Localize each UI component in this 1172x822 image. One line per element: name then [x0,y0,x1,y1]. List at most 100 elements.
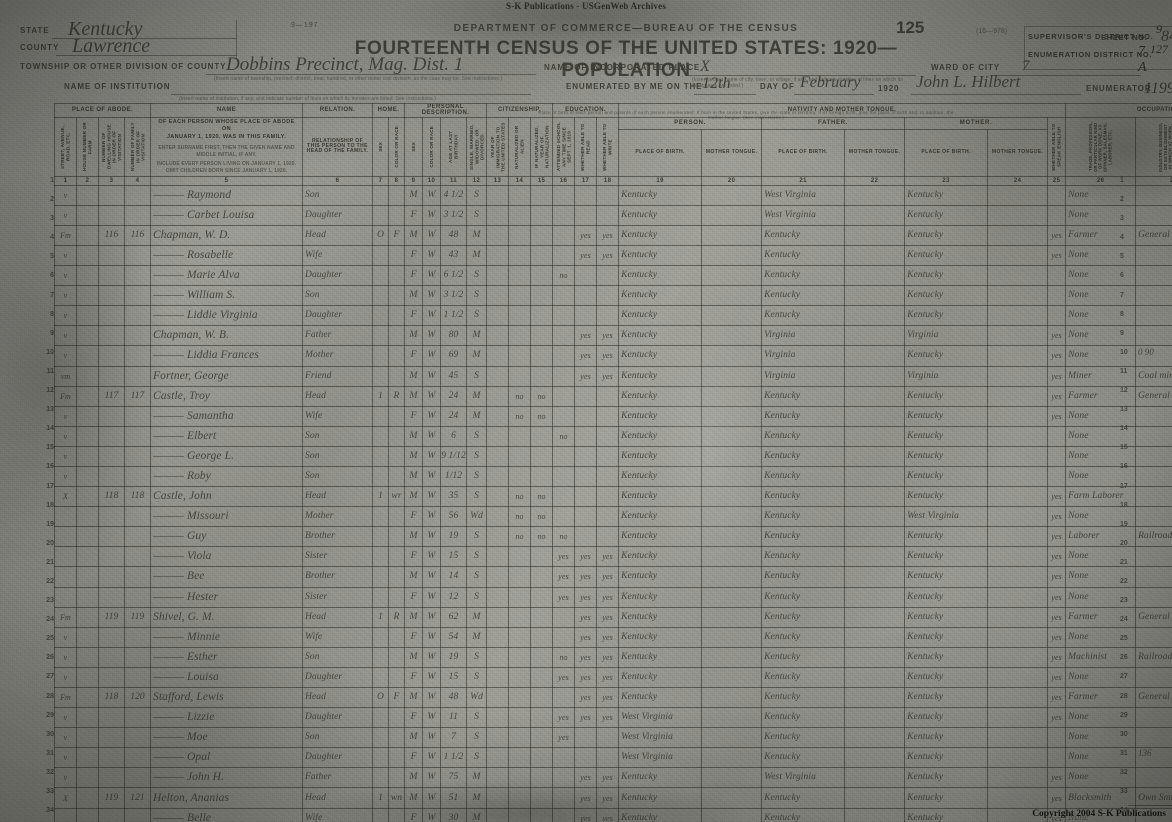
cell-imm [486,465,510,488]
cell-occ: None [1065,666,1137,689]
cell-imm [486,787,510,809]
cell-tenure [387,626,406,648]
cell-nat [508,265,532,287]
cell-ms: M [466,626,488,648]
cell-nat: no [508,526,532,548]
township-value: Dobbins Precinct, Mag. Dist. 1 [226,54,464,75]
cell-rel: Wife [302,626,373,648]
cell-age: 9 1/12 [440,445,468,467]
cell-age: 3 1/2 [440,285,468,307]
cell-rel: Head [302,606,373,628]
cell-write: yes [596,807,620,822]
cell-mark: v [54,325,77,347]
cell-blank [76,465,99,488]
cell-tenure [387,465,406,488]
cell-blank [76,305,99,327]
cell-own [372,747,389,769]
cell-eng [1047,445,1067,467]
cell-ms: M [466,244,488,267]
cell-ms: M [466,325,488,347]
cell-own [372,325,389,347]
cell-rel: Daughter [302,265,373,287]
cell-tenure [387,747,406,769]
column-number-8: 8 [387,175,406,186]
nativity-instruction-note: Place of birth of each person and parent… [538,110,954,120]
cell-ms: M [466,807,488,822]
cell-own [372,646,389,668]
col-color-race: Color or race [422,116,442,177]
cell-own: 1 [372,486,389,508]
ward-of-city-value: 7 [1022,58,1030,74]
cell-ms: S [466,666,488,689]
cell-mark: X [54,486,77,508]
incorporated-place-value: X [700,58,710,75]
cell-dwell [98,506,125,528]
cell-age: 43 [440,244,468,267]
cell-ind [1135,506,1172,528]
col-industry: Industry, business, or establishment in … [1135,116,1172,177]
cell-name: ——— Moe [150,727,303,749]
cell-ind: General Farm [1135,385,1172,407]
col-dwelling-number: Number of dwelling house in order of vis… [98,116,125,177]
table-body: v ——— Raymond Son M W 4 1/2 S Kentucky West Virg… [54,184,1172,822]
cell-ms: M [466,224,488,246]
column-number-26: 26 [1065,175,1137,186]
cell-mpb: Kentucky [904,807,989,822]
cell-mark: Fm [54,385,77,407]
cell-occ: None [1065,285,1137,307]
cell-name: ——— Louisa [150,666,303,689]
cell-eng: yes [1047,385,1067,407]
cell-age: 19 [440,646,468,668]
cell-ms: M [466,405,488,427]
cell-sex: M [404,646,424,668]
cell-name: ——— Belle [150,807,303,822]
cell-dwell [98,305,125,327]
cell-dwell [98,807,125,822]
institution-note: (Insert name of institution, if any, and… [179,96,437,102]
cell-dwell: 117 [98,385,125,407]
cell-nat: no [508,385,532,407]
cell-tenure [387,727,406,749]
cell-imm [486,385,510,407]
cell-tenure [387,425,406,447]
cell-name: ——— Marie Alva [150,265,303,287]
copyright-notice: Copyright 2004 S-K Publications [1030,809,1168,819]
col-mother-mother-tongue: Mother tongue. [987,128,1049,177]
col-father-birthplace: Place of birth. [761,128,846,177]
cell-age: 62 [440,606,468,628]
cell-blank [76,606,99,628]
col-speak-english: Whether able to speak English [1047,116,1067,177]
cell-mark [54,526,77,548]
cell-tenure [387,586,406,608]
cell-race: W [422,707,442,729]
cell-age: 80 [440,325,468,347]
cell-dwell [98,727,125,749]
county-value: Lawrence [72,35,151,57]
cell-own [372,184,389,206]
table-row: v ——— William S. Son M W 3 1/2 S Kentucky Kentuc… [54,285,1172,307]
cell-name: Helton, Ananias [150,787,303,809]
cell-rel: Mother [302,506,373,528]
cell-imm [486,566,510,588]
cell-sex: M [404,606,424,628]
cell-name: Chapman, W. D. [150,224,303,246]
cell-fam [124,305,151,327]
cell-mmt [987,224,1049,246]
cell-fam: 117 [124,385,151,407]
cell-dwell [98,546,125,568]
enumerated-day: 12th [702,75,731,92]
row-number-left: 26 [46,654,54,662]
cell-dwell [98,626,125,648]
cell-occ: None [1065,405,1137,427]
cell-own [372,586,389,608]
cell-blank [76,586,99,608]
column-number-3: 3 [98,175,125,186]
cell-race: W [422,204,442,226]
cell-mmt [987,506,1049,528]
col-sex: Sex [404,116,424,177]
cell-sex: M [404,445,424,467]
cell-tenure [387,807,406,822]
column-number-13: 13 [486,175,510,186]
